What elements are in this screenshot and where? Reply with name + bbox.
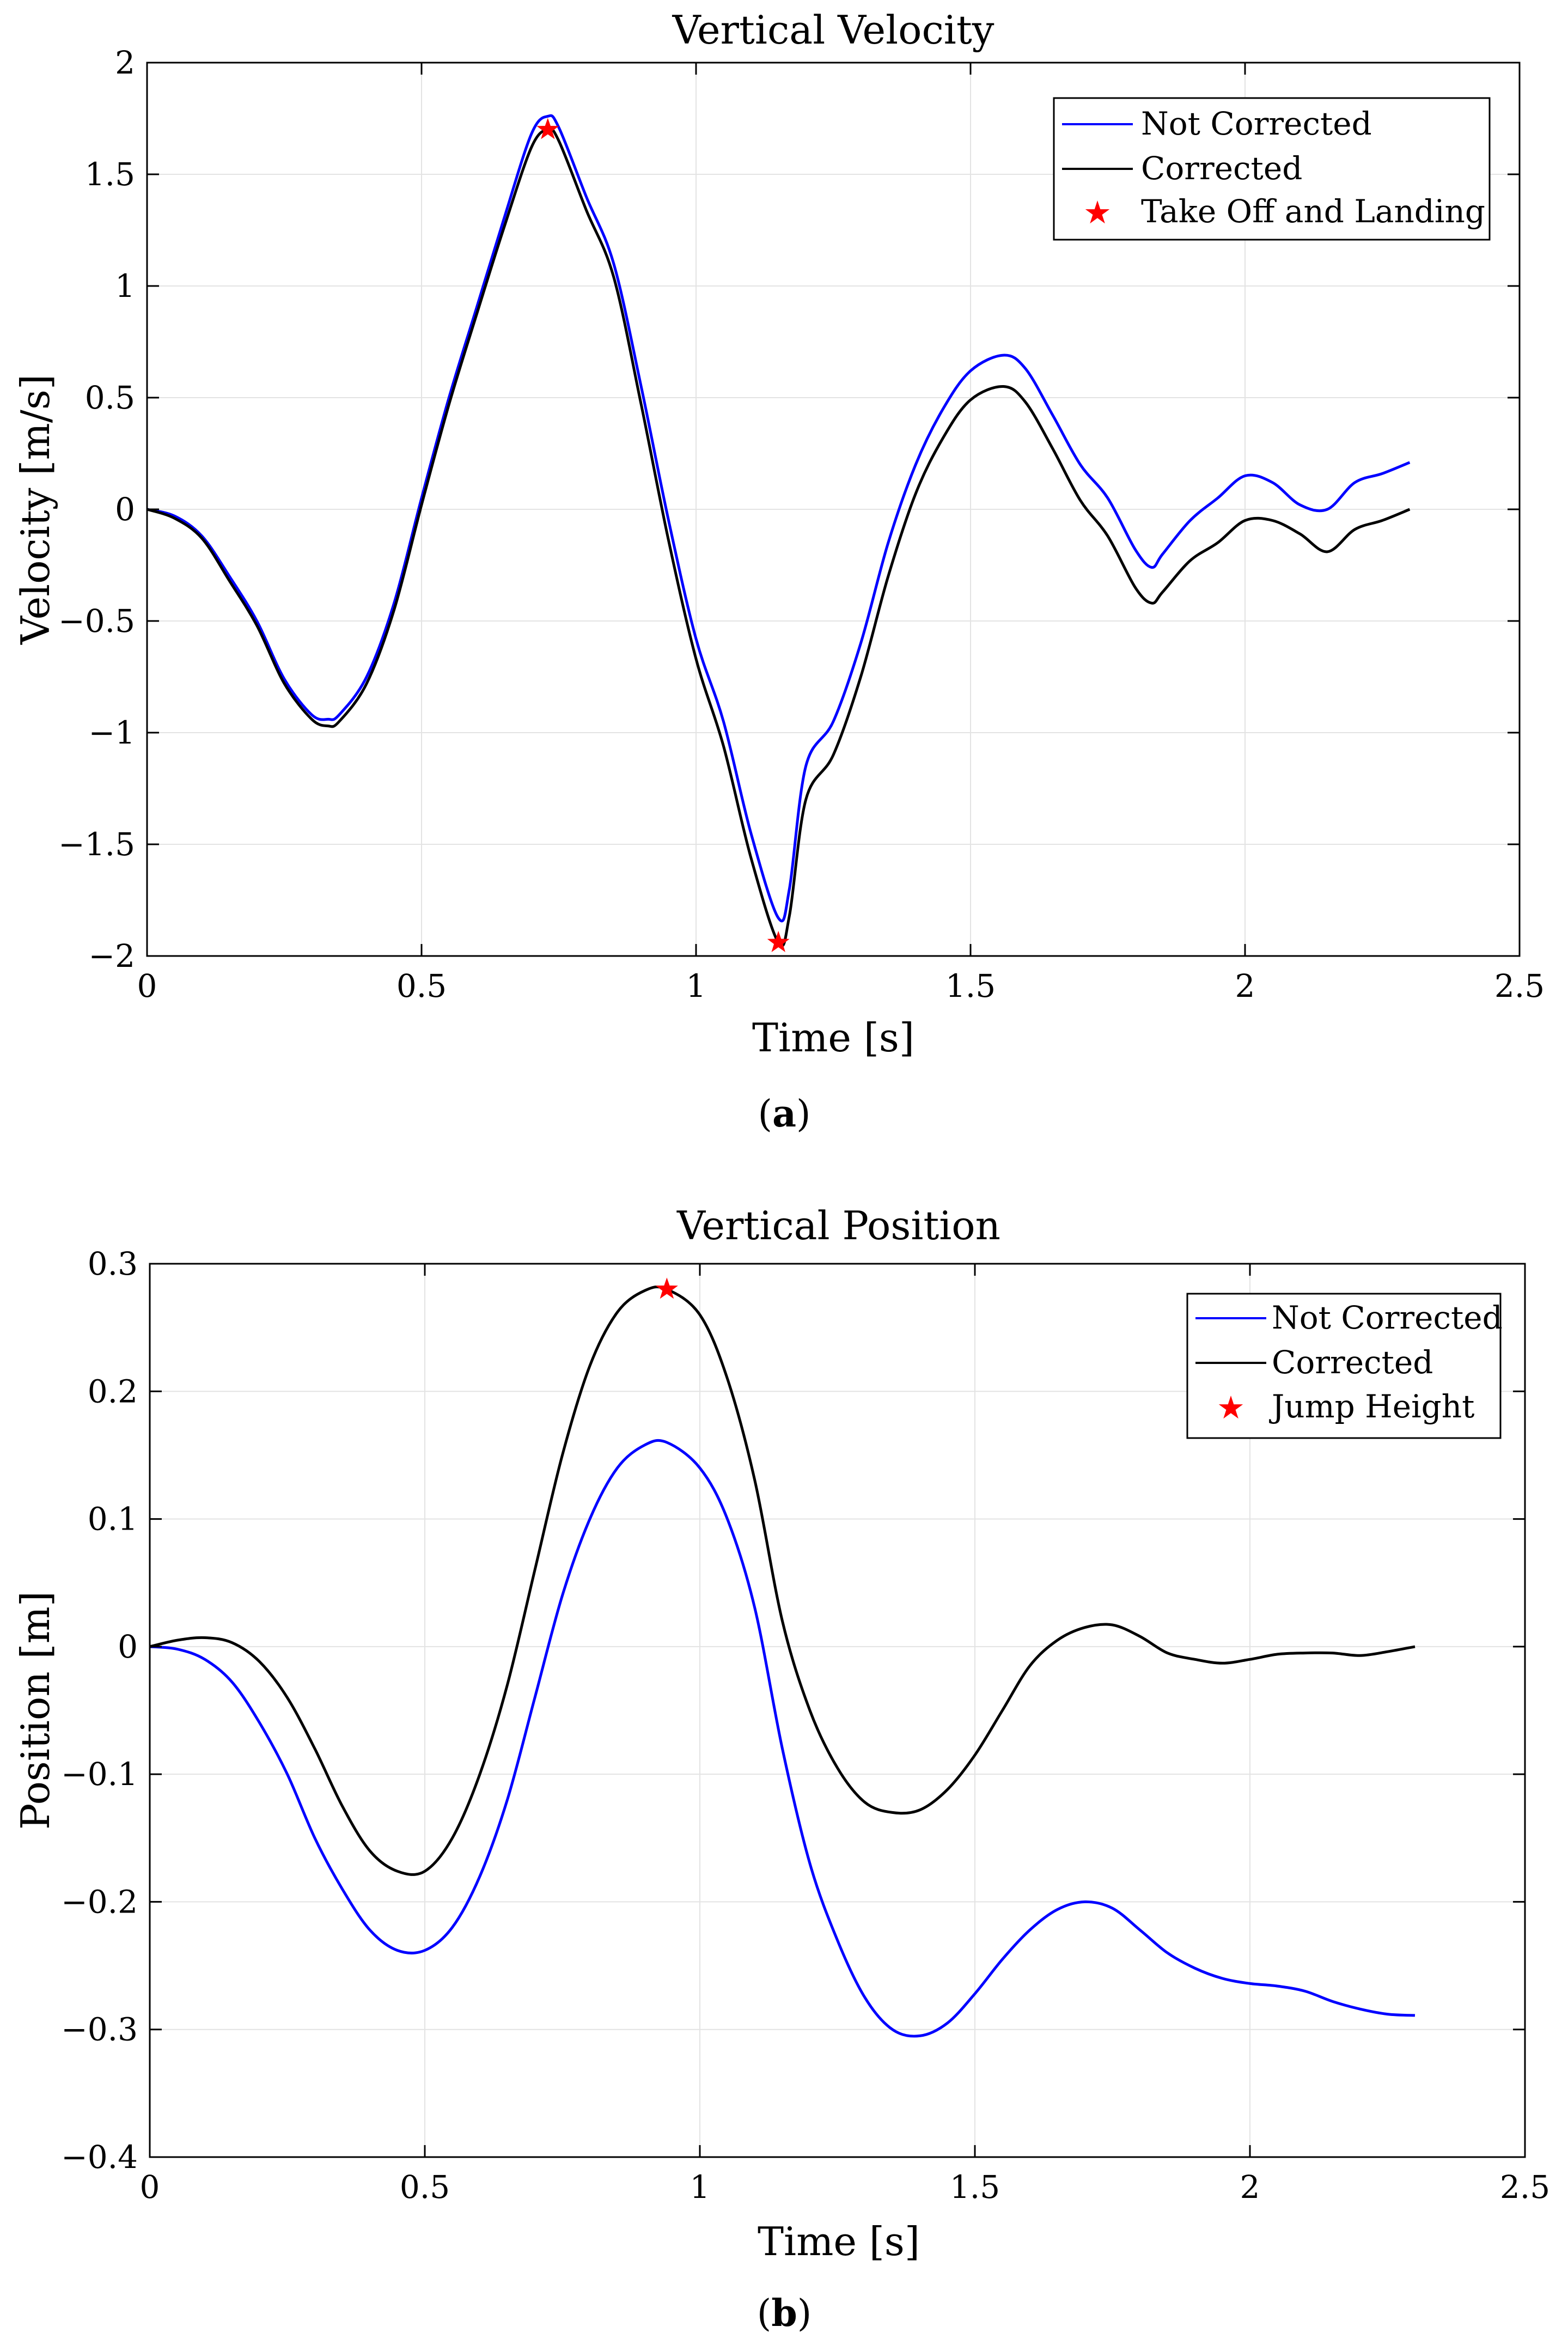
velocity-chart-title: Vertical Velocity xyxy=(672,7,995,53)
velocity-legend-label-markers: Take Off and Landing xyxy=(1141,193,1485,230)
velocity-y-ticks: −2 −1.5 −1 −0.5 0 0.5 1 1.5 2 xyxy=(58,44,1520,974)
velocity-x-tick-label: 0.5 xyxy=(396,967,447,1004)
position-legend-label-not-corrected: Not Corrected xyxy=(1272,1299,1503,1336)
velocity-legend-star-marker: ★ xyxy=(1083,194,1112,231)
position-x-tick-label: 0 xyxy=(140,2169,160,2206)
position-line-corrected xyxy=(149,1285,1416,1876)
velocity-x-tick-label: 2 xyxy=(1235,967,1255,1004)
velocity-y-tick-label: 0 xyxy=(115,491,135,528)
position-line-not-corrected xyxy=(149,1439,1416,2038)
velocity-x-tick-label: 2.5 xyxy=(1494,967,1545,1004)
position-marker-star xyxy=(655,1277,678,1299)
position-y-tick-label: 0.3 xyxy=(88,1245,138,1282)
position-plot-frame xyxy=(149,1263,1526,2158)
velocity-y-tick-label: 2 xyxy=(115,44,135,81)
velocity-x-tick-label: 0 xyxy=(137,967,157,1004)
position-x-tick-label: 2 xyxy=(1240,2169,1260,2206)
velocity-legend: Not Corrected Corrected ★ Take Off and L… xyxy=(1053,97,1491,241)
position-y-tick-label: 0.1 xyxy=(88,1501,138,1538)
velocity-markers xyxy=(536,118,790,952)
velocity-y-tick-label: −2 xyxy=(89,937,136,974)
position-legend-label-markers: Jump Height xyxy=(1269,1388,1474,1425)
position-x-tick-label: 1 xyxy=(690,2169,710,2206)
velocity-x-tick-label: 1.5 xyxy=(945,967,996,1004)
velocity-legend-label-corrected: Corrected xyxy=(1141,150,1302,187)
velocity-line-not-corrected xyxy=(147,114,1411,923)
velocity-x-ticks: 0 0.5 1 1.5 2 2.5 xyxy=(137,63,1545,1004)
position-x-tick-label: 2.5 xyxy=(1500,2169,1550,2206)
position-chart-title: Vertical Position xyxy=(676,1203,1000,1248)
position-y-tick-label: −0.4 xyxy=(61,2139,138,2176)
position-x-ticks: 0 0.5 1 1.5 2 2.5 xyxy=(140,1264,1550,2206)
position-series xyxy=(149,1285,1416,2038)
position-caption-letter: b xyxy=(771,2292,797,2335)
position-x-tick-label: 1.5 xyxy=(950,2169,1000,2206)
position-y-tick-label: 0.2 xyxy=(88,1373,138,1410)
velocity-chart: Vertical Velocity 0 0.5 1 1.5 2 2.5 −2−1.5−1−… xyxy=(13,7,1545,1136)
position-x-tick-label: 0.5 xyxy=(400,2169,450,2206)
velocity-y-tick-label: 1 xyxy=(115,267,135,304)
position-y-tick-label: −0.2 xyxy=(61,1883,138,1920)
position-x-axis-label: Time [s] xyxy=(758,2219,920,2264)
position-chart: Vertical Position 0 0.5 1 1.5 2 2.5 −0.4−0.3−… xyxy=(13,1203,1550,2335)
velocity-x-axis-label: Time [s] xyxy=(752,1015,914,1061)
velocity-y-tick-label: −1 xyxy=(89,714,136,751)
position-legend-label-corrected: Corrected xyxy=(1272,1344,1433,1381)
velocity-y-axis-label: Velocity [m/s] xyxy=(13,374,58,645)
position-y-tick-label: 0 xyxy=(118,1628,138,1665)
velocity-legend-label-not-corrected: Not Corrected xyxy=(1141,105,1372,142)
velocity-y-tick-label: 1.5 xyxy=(85,156,135,193)
position-y-axis-label: Position [m] xyxy=(13,1591,58,1830)
velocity-y-tick-label: −1.5 xyxy=(58,826,135,863)
velocity-y-tick-label: −0.5 xyxy=(58,602,135,639)
position-legend-star-marker: ★ xyxy=(1217,1389,1245,1426)
position-y-ticks: −0.4 −0.3 −0.2 −0.1 0 0.1 0.2 0.3 xyxy=(61,1245,1525,2176)
position-y-tick-label: −0.1 xyxy=(61,1756,138,1793)
position-caption: (b) xyxy=(757,2292,812,2335)
velocity-marker-star xyxy=(536,118,559,139)
velocity-caption: (a) xyxy=(758,1092,810,1136)
velocity-marker-star xyxy=(767,930,790,952)
velocity-line-corrected xyxy=(147,127,1411,947)
velocity-caption-letter: a xyxy=(772,1092,796,1136)
velocity-x-tick-label: 1 xyxy=(686,967,706,1004)
position-legend: Not Corrected Corrected ★ Jump Height xyxy=(1186,1293,1503,1439)
position-markers xyxy=(655,1277,678,1299)
velocity-y-tick-label: 0.5 xyxy=(85,379,135,416)
position-y-tick-label: −0.3 xyxy=(61,2011,138,2048)
velocity-series xyxy=(147,114,1411,947)
